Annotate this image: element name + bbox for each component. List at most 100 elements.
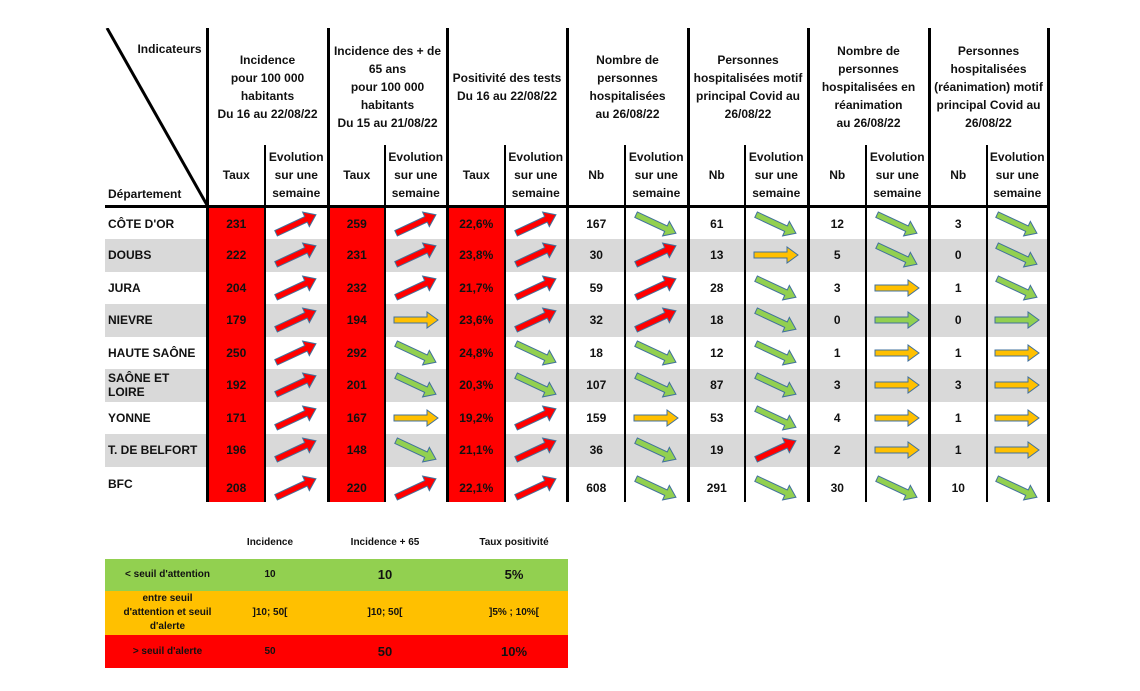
group-title-line: hospitalisées	[950, 61, 1027, 76]
table-row: T. DE BELFORT 196 148 21,1% 36 19 2 1	[105, 434, 1050, 467]
indicator-value: 220	[326, 466, 385, 502]
evolution-cell	[504, 369, 567, 402]
indicator-value: 208	[205, 466, 265, 502]
indicator-value: 12	[686, 336, 745, 369]
legend-threshold-value: 50	[230, 635, 310, 668]
threshold-legend: Incidence Incidence + 65 Taux positivité < …	[105, 526, 568, 668]
indicator-value: 19,2%	[445, 401, 505, 434]
evolution-cell	[264, 369, 328, 402]
indicator-value: 0	[927, 304, 987, 337]
evolution-cell	[986, 206, 1050, 239]
group-title-line: personnes	[597, 70, 658, 85]
arrow-up-icon	[393, 210, 437, 237]
indicateurs-label: Indicateurs	[137, 42, 202, 56]
evolution-cell	[986, 336, 1050, 369]
evolution-cell	[624, 239, 688, 272]
evolution-cell	[624, 401, 688, 434]
group-title-line: Du 15 au 21/08/22	[337, 115, 438, 130]
evolution-header-line: semaine	[511, 186, 560, 200]
indicator-value: 1	[927, 434, 987, 467]
table-row: HAUTE SAÔNE 250 292 24,8% 18 12 1 1	[105, 336, 1050, 369]
indicator-value: 1	[927, 401, 987, 434]
arrow-down-icon	[634, 372, 677, 398]
legend-threshold-value: 50	[310, 635, 460, 668]
indicator-value: 61	[686, 206, 745, 239]
evolution-cell	[744, 401, 808, 434]
group-title-line: habitants	[360, 97, 415, 112]
legend-threshold-value: 10	[230, 558, 310, 591]
arrow-up-icon	[274, 340, 317, 366]
arrow-down-icon	[634, 437, 677, 463]
indicator-value: 13	[686, 239, 745, 272]
table-row: CÔTE D'OR 231 259 22,6% 167 61 12 3	[105, 206, 1050, 239]
group-title-line: Incidence des + de	[333, 43, 442, 58]
group-title-line: Incidence	[239, 52, 296, 67]
arrow-right-icon	[393, 408, 439, 427]
indicator-value: 2	[806, 434, 866, 467]
value-column-header: Nb	[565, 145, 625, 208]
indicator-group-header: Positivité des tests Du 16 au 22/08/22	[445, 28, 567, 145]
table-row: DOUBS 222 231 23,8% 30 13 5 0	[105, 239, 1050, 272]
group-title-line: pour 100 000	[230, 70, 305, 85]
evolution-cell	[744, 336, 808, 369]
group-title-line: principal Covid au	[936, 97, 1041, 112]
evolution-cell	[384, 304, 447, 337]
evolution-cell	[264, 434, 328, 467]
legend-column-header: Incidence	[246, 536, 294, 548]
evolution-header-line: sur une	[274, 168, 318, 182]
evolution-header-line: semaine	[752, 186, 801, 200]
indicator-value: 179	[205, 304, 265, 337]
indicator-value: 53	[686, 401, 745, 434]
arrow-up-icon	[274, 372, 317, 398]
indicator-value: 231	[326, 239, 385, 272]
evolution-cell	[865, 304, 929, 337]
indicator-value: 59	[565, 271, 625, 304]
value-column-header: Taux	[326, 145, 385, 208]
arrow-up-icon	[393, 242, 437, 268]
evolution-header-line: sur une	[875, 168, 919, 182]
evolution-header-line: Evolution	[628, 150, 684, 164]
group-title-line: 26/08/22	[724, 106, 772, 121]
evolution-header-line: semaine	[632, 186, 681, 200]
legend-label-line: entre seuil	[142, 593, 193, 604]
indicator-value: 87	[686, 369, 745, 402]
indicator-value: 3	[806, 271, 866, 304]
evolution-cell	[744, 369, 808, 402]
arrow-right-icon	[874, 311, 921, 330]
evolution-cell	[384, 336, 447, 369]
evolution-cell	[624, 369, 688, 402]
arrow-down-icon	[513, 340, 557, 366]
group-title-line: Personnes	[957, 43, 1020, 58]
indicator-value: 292	[326, 336, 385, 369]
arrow-down-icon	[754, 372, 797, 398]
group-title-line: Nombre de	[837, 43, 900, 58]
indicator-value: 232	[326, 271, 385, 304]
evolution-cell	[264, 336, 328, 369]
arrow-down-icon	[634, 210, 677, 237]
arrow-down-icon	[875, 210, 918, 237]
indicator-value: 3	[927, 369, 987, 402]
arrow-down-icon	[754, 210, 797, 237]
department-name: NIEVRE	[105, 304, 207, 337]
evolution-column-header: Evolution sur une semaine	[865, 145, 929, 208]
indicator-value: 32	[565, 304, 625, 337]
arrow-up-icon	[634, 307, 677, 333]
evolution-cell	[986, 304, 1050, 337]
indicator-value: 1	[927, 271, 987, 304]
evolution-cell	[744, 239, 808, 272]
arrow-up-icon	[274, 475, 317, 501]
indicator-value: 192	[205, 369, 265, 402]
indicator-value: 3	[927, 206, 987, 239]
arrow-right-icon	[994, 343, 1041, 362]
evolution-header-line: Evolution	[989, 150, 1045, 164]
arrow-down-icon	[393, 340, 437, 366]
arrow-down-icon	[875, 242, 918, 268]
value-column-header: Nb	[927, 145, 987, 208]
indicator-value: 24,8%	[445, 336, 505, 369]
legend-column-header: Incidence + 65	[350, 536, 420, 548]
arrow-up-icon	[634, 242, 677, 268]
evolution-header-line: semaine	[272, 186, 321, 200]
arrow-down-icon	[995, 475, 1038, 501]
arrow-up-icon	[274, 307, 317, 333]
indicator-value: 167	[326, 401, 385, 434]
